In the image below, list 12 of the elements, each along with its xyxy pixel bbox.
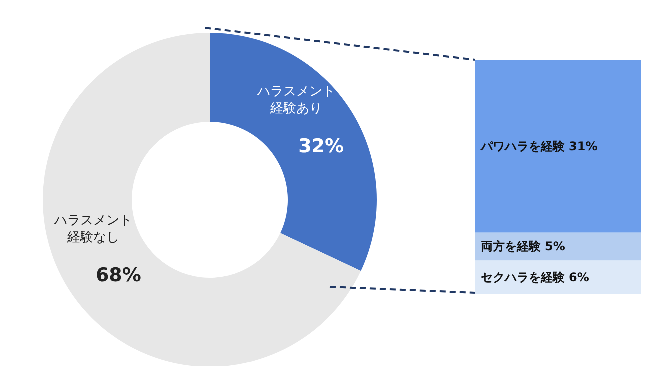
series-label: 両方を経験 <box>481 240 542 254</box>
data-label: 5% <box>545 240 566 254</box>
slice-label: ハラスメント経験あり <box>256 84 336 117</box>
data-label: 68% <box>96 264 142 286</box>
data-label: 32% <box>298 136 344 158</box>
series-label: パワハラを経験 <box>480 139 566 154</box>
slice-label: ハラスメント経験なし <box>54 213 133 246</box>
donut-slice <box>210 33 377 272</box>
donut-slice <box>43 33 362 366</box>
data-label: 31% <box>569 139 598 154</box>
series-label: セクハラを経験 <box>481 270 566 284</box>
data-label: 6% <box>569 270 590 284</box>
